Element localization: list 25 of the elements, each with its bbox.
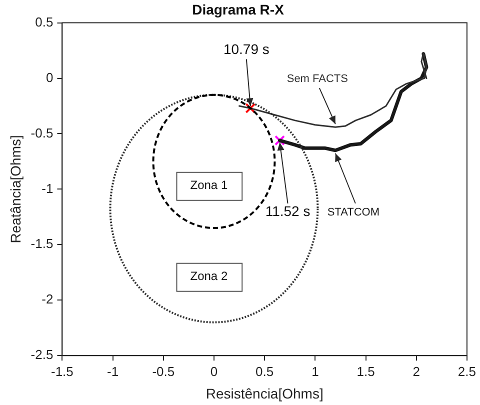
y-tick-label: -0.5 — [30, 125, 54, 140]
y-tick-label: -2 — [42, 292, 54, 307]
chart-title: Diagrama R-X — [192, 1, 285, 18]
x-axis-title: Resistência[Ohms] — [206, 385, 324, 402]
annotation: 10.79 s — [223, 41, 270, 58]
annotation: Zona 1 — [190, 178, 228, 192]
text: STATCOM — [327, 206, 380, 218]
x-tick-label: 1.5 — [356, 364, 375, 379]
y-tick-label: 0.5 — [35, 14, 54, 30]
y-tick-label: -2.5 — [30, 347, 54, 362]
y-tick-label: 0 — [46, 70, 54, 85]
annotation: Zona 2 — [190, 269, 228, 284]
x-tick-label: -0.5 — [152, 364, 175, 379]
text: Sem FACTS — [286, 73, 348, 86]
x-tick-label: -1.5 — [51, 364, 74, 379]
x-tick-label: 0 — [210, 364, 218, 379]
x-tick-label: 2.5 — [458, 364, 476, 379]
x-tick-label: -1 — [107, 364, 119, 379]
y-axis-title: Reatância[Ohms] — [7, 135, 24, 244]
x-tick-label: 2 — [412, 364, 420, 379]
x-tick-label: 1 — [312, 364, 319, 379]
annotation: 11.52 s — [265, 203, 310, 220]
y-tick-label: -1.5 — [30, 236, 54, 252]
y-tick-label: -1 — [42, 180, 54, 196]
x-tick-label: 0.5 — [256, 364, 274, 379]
